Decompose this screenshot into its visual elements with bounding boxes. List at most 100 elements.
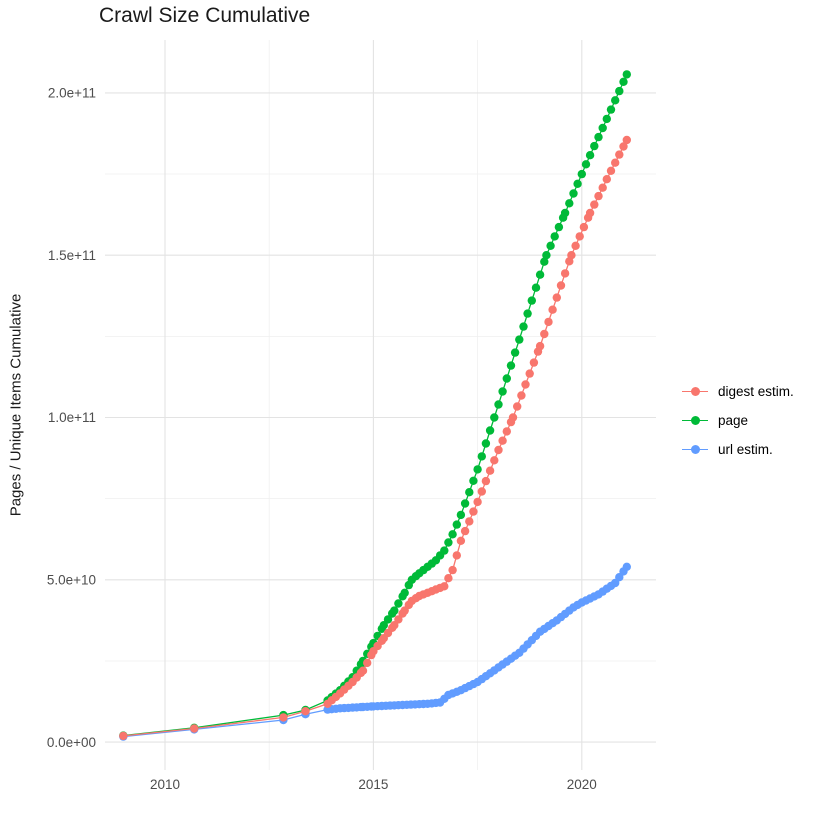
data-point (540, 257, 549, 266)
data-point (502, 374, 511, 383)
data-point (508, 413, 518, 422)
data-point (577, 169, 586, 179)
data-point (598, 183, 607, 192)
data-point (575, 232, 584, 241)
data-point (542, 251, 551, 260)
data-point (606, 105, 616, 114)
data-point (481, 476, 491, 486)
data-point (594, 132, 603, 142)
data-point (531, 283, 541, 292)
data-point (565, 199, 574, 208)
legend-label-url-estim: url estim. (718, 442, 773, 457)
data-point (567, 251, 576, 260)
data-point (611, 578, 620, 588)
data-point (444, 538, 453, 547)
data-point (606, 166, 616, 175)
y-tick-label: 2.0e+11 (48, 86, 96, 101)
legend-marker-digest-estim-icon (682, 387, 708, 397)
data-point (460, 526, 470, 536)
legend-marker-url-estim-icon (682, 445, 708, 455)
data-point (569, 189, 578, 198)
x-tick-label: 2015 (358, 777, 388, 792)
data-point (444, 574, 453, 583)
data-point (548, 305, 557, 314)
data-point (358, 666, 368, 675)
data-point (560, 269, 570, 278)
data-point (477, 487, 486, 496)
data-point (498, 436, 507, 445)
data-point (585, 208, 595, 218)
data-point (469, 507, 478, 516)
data-point (510, 348, 520, 357)
data-point (394, 615, 403, 624)
data-point (517, 391, 526, 400)
data-point (390, 606, 399, 615)
data-point (460, 499, 470, 508)
chart-title: Crawl Size Cumulative (99, 4, 311, 27)
data-point (615, 573, 624, 582)
data-point (440, 582, 449, 591)
data-point (119, 731, 128, 741)
data-point (611, 158, 620, 167)
data-point (581, 160, 591, 169)
data-point (465, 488, 474, 497)
data-point (525, 369, 534, 378)
data-point (515, 335, 524, 344)
data-point (602, 175, 611, 184)
data-point (571, 241, 580, 250)
data-point (490, 413, 499, 422)
data-point (390, 621, 399, 630)
data-point (513, 402, 522, 411)
data-point (622, 562, 631, 571)
data-point (485, 426, 495, 435)
data-point (452, 551, 461, 560)
data-point (573, 179, 582, 188)
legend-item-url-estim: url estim. (682, 435, 794, 464)
grid-minor (105, 40, 656, 770)
x-tick-label: 2020 (567, 777, 597, 792)
data-point (469, 476, 478, 485)
y-tick-label: 5.0e+10 (47, 573, 96, 588)
data-point (465, 517, 474, 526)
data-point (552, 293, 561, 302)
data-point (440, 546, 449, 555)
data-point (535, 341, 545, 351)
series-points-digest-estim (119, 135, 631, 741)
data-point (554, 222, 564, 232)
data-point (190, 724, 199, 733)
legend-label-page: page (718, 413, 749, 428)
legend-item-page: page (682, 406, 794, 435)
data-point (490, 456, 499, 465)
data-point (448, 565, 457, 575)
data-point (473, 465, 482, 474)
data-point (619, 142, 628, 151)
y-tick-label: 1.0e+11 (48, 410, 96, 425)
data-point (594, 191, 603, 201)
x-axis-tick-labels: 2010 2015 2020 (150, 777, 597, 792)
data-point (502, 427, 511, 436)
legend-marker-page-icon (682, 416, 708, 426)
data-point (481, 439, 491, 448)
data-point (550, 232, 559, 241)
data-point (529, 358, 539, 367)
data-point (394, 599, 403, 608)
series-points-url-estim (119, 562, 631, 741)
y-axis-title: Pages / Unique Items Cumulative (7, 293, 25, 517)
data-point (560, 208, 570, 218)
data-point (546, 241, 555, 250)
data-point (448, 530, 457, 539)
series-points-page (119, 70, 631, 740)
data-point (379, 621, 388, 630)
data-point (585, 151, 595, 160)
data-point (556, 281, 566, 290)
legend-item-digest-estim: digest estim. (682, 377, 794, 406)
data-point (452, 520, 461, 529)
y-tick-label: 0.0e+00 (47, 735, 96, 750)
grid-major (105, 40, 656, 770)
data-point (473, 497, 482, 507)
y-tick-label: 1.5e+11 (48, 248, 96, 263)
data-point (506, 361, 516, 370)
data-point (400, 588, 409, 597)
data-point (456, 536, 466, 545)
